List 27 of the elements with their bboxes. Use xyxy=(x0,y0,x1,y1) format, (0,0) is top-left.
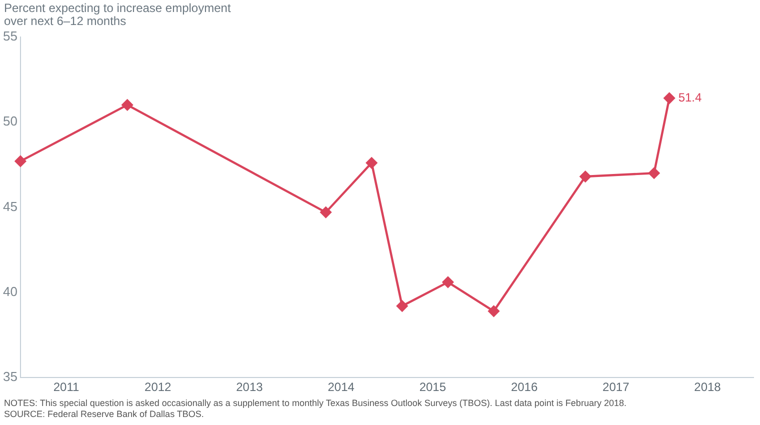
point xyxy=(580,170,591,182)
source-note: SOURCE: Federal Reserve Bank of Dallas TBOS. xyxy=(4,409,205,420)
y-tick-label: 45 xyxy=(2,198,18,214)
x-tick-label: 2011 xyxy=(53,380,80,394)
x-tick-label: 2017 xyxy=(602,380,630,394)
point xyxy=(442,276,454,288)
point xyxy=(320,206,332,218)
point xyxy=(648,168,660,179)
x-tick-label: 2014 xyxy=(328,380,355,394)
point xyxy=(664,92,675,104)
y-axis-title: Percent expecting to increase employment over next 6–12 months xyxy=(4,1,232,28)
y-tick-label: 40 xyxy=(2,284,18,299)
point xyxy=(14,156,26,167)
x-tick-label: 2016 xyxy=(510,380,538,394)
point xyxy=(122,99,133,111)
data-label: 51.4 xyxy=(678,90,702,104)
point xyxy=(488,306,500,317)
y-tick-label: 35 xyxy=(2,369,18,384)
x-tick-label: 2013 xyxy=(236,380,264,394)
x-tick-label: 2018 xyxy=(694,380,722,394)
x-tick-label: 2015 xyxy=(419,380,446,394)
point xyxy=(396,300,408,312)
y-tick-label: 55 xyxy=(2,28,18,44)
text: NOTES: This special question is asked occasionally as a supplement to monthly Texas Business Outlook Surveys (TBOS). Last data point is February 2018. xyxy=(4,398,628,409)
y-tick-label: 50 xyxy=(2,114,18,129)
x-tick-label: 2012 xyxy=(144,380,172,394)
point xyxy=(366,157,378,168)
